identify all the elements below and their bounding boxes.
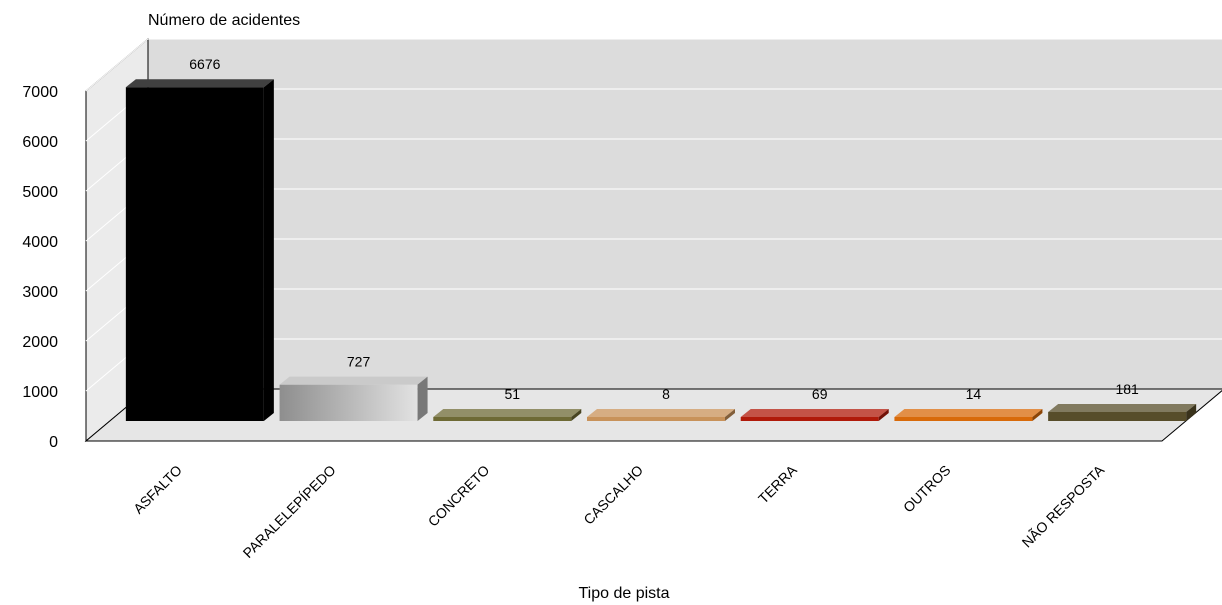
y-tick-label: 4000	[22, 234, 58, 251]
bar-side	[1032, 409, 1043, 421]
bar-concreto	[433, 409, 582, 421]
bar-top	[279, 376, 428, 385]
y-tick-label: 0	[49, 434, 58, 451]
y-tick-label: 5000	[22, 184, 58, 201]
back-wall	[147, 38, 1222, 390]
bar-side	[1186, 403, 1197, 421]
bar-side	[571, 409, 582, 421]
bar-front	[894, 417, 1033, 421]
y-tick-label: 6000	[22, 134, 58, 151]
data-label: 181	[1115, 381, 1139, 397]
bar-n-o-resposta	[1048, 403, 1197, 421]
bar-front	[125, 87, 264, 421]
bar-front	[279, 384, 418, 421]
bar-outros	[894, 409, 1043, 421]
bar-front	[1048, 411, 1187, 421]
bar-side	[725, 409, 735, 421]
x-tick-label: NÃO RESPOSTA	[1019, 461, 1108, 550]
bar-side	[263, 79, 274, 421]
bar-paralelep-pedo	[279, 376, 428, 421]
x-tick-label: PARALELEPÍPEDO	[240, 462, 339, 561]
bar-terra	[740, 409, 889, 421]
y-tick-label: 1000	[22, 384, 58, 401]
bar-side	[417, 376, 428, 421]
y-tick-label: 2000	[22, 334, 58, 351]
y-axis-title: Número de acidentes	[148, 12, 300, 29]
bar-side	[878, 409, 889, 421]
bars	[125, 79, 1197, 421]
bar-front	[740, 417, 879, 421]
bar-cascalho	[587, 409, 735, 421]
data-label: 69	[812, 386, 828, 402]
data-label: 51	[504, 386, 520, 402]
gridline-side	[85, 38, 149, 92]
data-label: 6676	[189, 56, 220, 72]
bar-front	[433, 417, 572, 421]
x-axis-title: Tipo de pista	[578, 585, 669, 602]
data-label: 727	[347, 354, 371, 370]
bar-top	[1048, 403, 1197, 412]
y-tick-label: 7000	[22, 84, 58, 101]
bar-top	[740, 409, 889, 417]
bar-top	[587, 409, 735, 417]
x-tick-label: ASFALTO	[130, 462, 185, 517]
bar-front	[587, 417, 725, 421]
bar-asfalto	[125, 79, 274, 421]
bar-top	[125, 79, 274, 88]
bar-top	[894, 409, 1043, 417]
y-tick-label: 3000	[22, 284, 58, 301]
bar-top	[433, 409, 582, 417]
x-tick-label: CONCRETO	[425, 462, 493, 530]
x-tick-label: TERRA	[755, 461, 800, 506]
x-tick-label: CASCALHO	[580, 462, 646, 528]
data-label: 8	[662, 386, 670, 402]
x-tick-label: OUTROS	[900, 462, 954, 516]
data-label: 14	[966, 386, 982, 402]
